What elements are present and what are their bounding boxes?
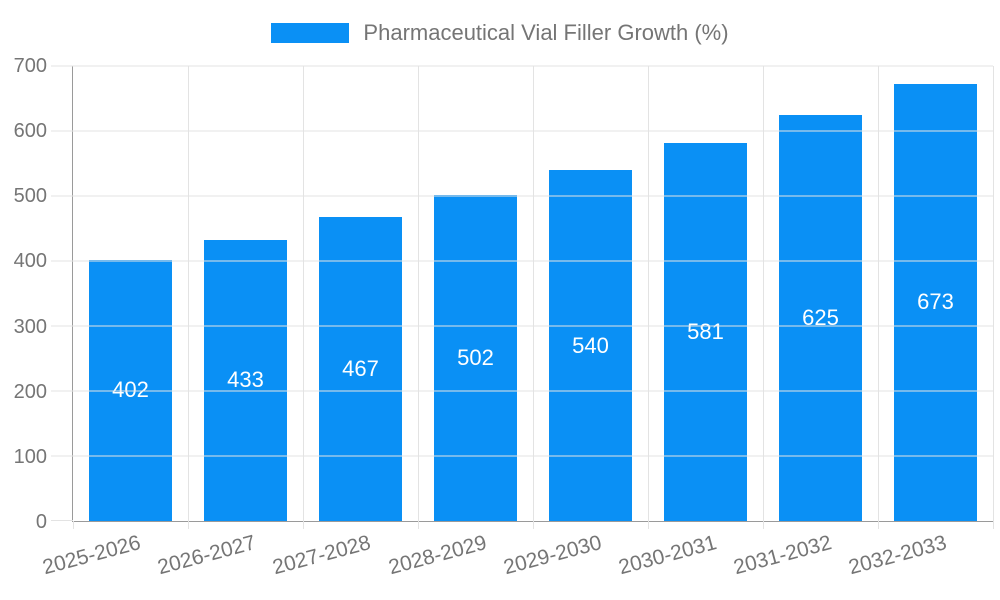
x-tick-label: 2030-2031 <box>615 531 719 580</box>
x-gridline <box>188 66 189 529</box>
bar-value-label: 502 <box>457 344 494 370</box>
x-tick-label: 2028-2029 <box>385 531 489 580</box>
y-gridline <box>51 130 993 132</box>
y-tick-label: 700 <box>13 55 47 77</box>
bar-slot: 502 <box>418 66 533 521</box>
bar[interactable]: 402 <box>89 259 172 521</box>
bar[interactable]: 581 <box>664 143 747 521</box>
y-gridline <box>51 260 993 262</box>
legend-label: Pharmaceutical Vial Filler Growth (%) <box>363 20 729 45</box>
y-tick-label: 100 <box>13 445 47 468</box>
bar[interactable]: 625 <box>779 114 862 521</box>
bar-slot: 625 <box>763 66 878 521</box>
y-gridline <box>51 455 993 457</box>
bar[interactable]: 540 <box>549 170 632 521</box>
bar-value-label: 673 <box>917 289 954 315</box>
bar[interactable]: 467 <box>319 217 402 521</box>
bar-series: 402 433 467 502 540 581 625 673 <box>73 66 993 521</box>
x-tick-label: 2027-2028 <box>270 531 374 580</box>
bar-slot: 540 <box>533 66 648 521</box>
bar-value-label: 540 <box>572 332 609 358</box>
y-gridline <box>51 65 993 67</box>
bar-slot: 402 <box>73 66 188 521</box>
x-tick-label: 2031-2032 <box>731 531 835 580</box>
bar-slot: 673 <box>878 66 993 521</box>
plot-area: 402 433 467 502 540 581 625 673 <box>51 65 994 529</box>
y-axis-labels: 0 100 200 300 400 500 600 700 <box>0 56 47 532</box>
x-gridline <box>648 66 649 529</box>
bar[interactable]: 433 <box>204 239 287 521</box>
bar-slot: 433 <box>188 66 303 521</box>
bar-value-label: 402 <box>112 377 149 403</box>
bar-value-label: 467 <box>342 356 379 382</box>
x-gridline <box>303 66 304 529</box>
bar-slot: 467 <box>303 66 418 521</box>
y-axis-tick <box>51 520 73 521</box>
y-gridline <box>51 325 993 327</box>
bar[interactable]: 502 <box>434 194 517 521</box>
bar-value-label: 625 <box>802 304 839 330</box>
y-gridline <box>51 390 993 392</box>
x-gridline <box>993 66 994 529</box>
x-tick-label: 2026-2027 <box>155 531 259 580</box>
x-tick-label: 2032-2033 <box>846 531 950 580</box>
bar-value-label: 433 <box>227 367 264 393</box>
x-gridline <box>418 66 419 529</box>
y-tick-label: 600 <box>13 120 47 143</box>
y-tick-label: 300 <box>13 315 47 338</box>
x-gridline <box>878 66 879 529</box>
bar-value-label: 581 <box>687 319 724 345</box>
x-tick-label: 2025-2026 <box>40 531 144 580</box>
y-tick-label: 400 <box>13 250 47 273</box>
x-gridline <box>533 66 534 529</box>
y-tick-label: 0 <box>35 511 47 533</box>
x-gridline <box>763 66 764 529</box>
x-tick-label: 2029-2030 <box>500 531 604 580</box>
legend-swatch <box>271 23 350 43</box>
bar[interactable]: 673 <box>894 83 977 521</box>
bar-slot: 581 <box>648 66 763 521</box>
y-tick-label: 200 <box>13 380 47 403</box>
legend-item[interactable]: Pharmaceutical Vial Filler Growth (%) <box>0 20 1000 46</box>
x-gridline <box>73 521 74 529</box>
y-tick-label: 500 <box>13 185 47 208</box>
x-axis-labels: 2025-2026 2026-2027 2027-2028 2028-2029 2029… <box>40 522 993 600</box>
y-gridline <box>51 195 993 197</box>
